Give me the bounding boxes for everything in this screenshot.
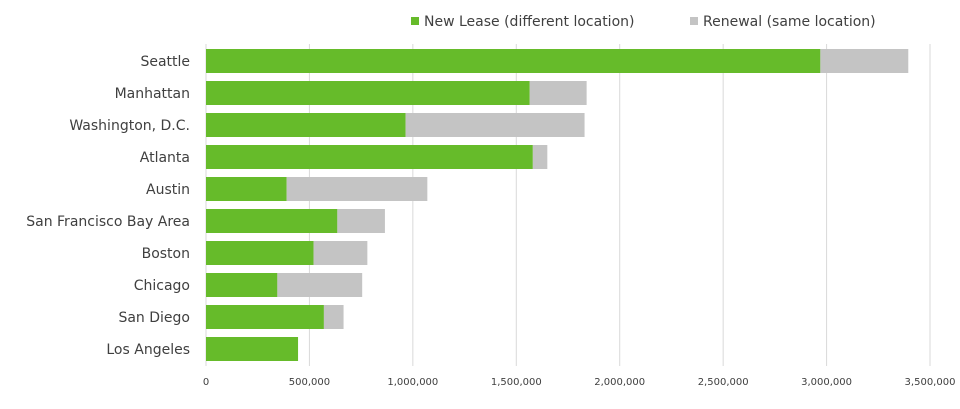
x-tick-label-3000000: 3,000,000 <box>801 377 852 388</box>
legend-label-renewal: Renewal (same location) <box>703 14 876 30</box>
legend-swatch-renewal <box>690 17 698 25</box>
category-label-austin: Austin <box>146 182 190 198</box>
bar-washington-d-c-renewal <box>405 113 585 137</box>
bar-boston-renewal <box>313 241 368 265</box>
bar-atlanta-renewal <box>532 145 548 169</box>
bar-manhattan-renewal <box>529 81 587 105</box>
bar-los-angeles-new-lease <box>206 337 299 361</box>
bar-seattle-renewal <box>820 49 909 73</box>
category-label-manhattan: Manhattan <box>115 86 190 102</box>
bar-manhattan-new-lease <box>206 81 530 105</box>
legend-swatch-new-lease <box>411 17 419 25</box>
bar-san-francisco-bay-area-new-lease <box>206 209 338 233</box>
bar-washington-d-c-new-lease <box>206 113 406 137</box>
category-label-los-angeles: Los Angeles <box>106 342 190 358</box>
bar-san-diego-renewal <box>323 305 344 329</box>
category-label-chicago: Chicago <box>134 278 190 294</box>
category-label-boston: Boston <box>142 246 190 262</box>
bar-seattle-new-lease <box>206 49 821 73</box>
bar-austin-new-lease <box>206 177 287 201</box>
category-label-san-francisco-bay-area: San Francisco Bay Area <box>26 214 190 230</box>
category-label-san-diego: San Diego <box>118 310 190 326</box>
bar-austin-renewal <box>286 177 428 201</box>
x-tick-label-1500000: 1,500,000 <box>491 377 542 388</box>
bar-boston-new-lease <box>206 241 314 265</box>
category-label-seattle: Seattle <box>140 54 190 70</box>
bar-san-diego-new-lease <box>206 305 324 329</box>
bar-atlanta-new-lease <box>206 145 533 169</box>
bar-chicago-renewal <box>277 273 363 297</box>
bar-san-francisco-bay-area-renewal <box>337 209 385 233</box>
category-label-washington-d-c: Washington, D.C. <box>69 118 190 134</box>
legend: New Lease (different location) Renewal (… <box>411 14 876 30</box>
x-tick-label-0: 0 <box>203 377 209 388</box>
category-label-atlanta: Atlanta <box>140 150 190 166</box>
x-tick-label-2500000: 2,500,000 <box>698 377 749 388</box>
x-tick-label-3500000: 3,500,000 <box>905 377 956 388</box>
legend-label-new-lease: New Lease (different location) <box>424 14 634 30</box>
x-tick-label-500000: 500,000 <box>289 377 330 388</box>
x-tick-label-1000000: 1,000,000 <box>387 377 438 388</box>
category-labels: Seattle Manhattan Washington, D.C. Atlanta A… <box>26 54 190 358</box>
bars <box>206 49 909 361</box>
x-axis-tick-labels: 0 500,000 1,000,000 1,500,000 2,000,000 2,500… <box>203 377 956 388</box>
bar-chicago-new-lease <box>206 273 278 297</box>
x-tick-label-2000000: 2,000,000 <box>594 377 645 388</box>
